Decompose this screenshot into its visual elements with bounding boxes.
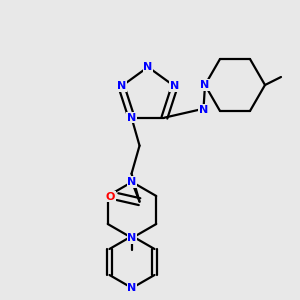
Text: N: N — [128, 233, 136, 243]
Text: N: N — [170, 81, 179, 91]
Text: N: N — [200, 80, 210, 90]
Text: N: N — [128, 177, 136, 187]
Text: N: N — [199, 105, 208, 115]
Text: N: N — [127, 113, 136, 123]
Text: N: N — [128, 283, 136, 293]
Text: N: N — [117, 81, 126, 91]
Text: O: O — [106, 192, 115, 202]
Text: N: N — [143, 62, 153, 72]
